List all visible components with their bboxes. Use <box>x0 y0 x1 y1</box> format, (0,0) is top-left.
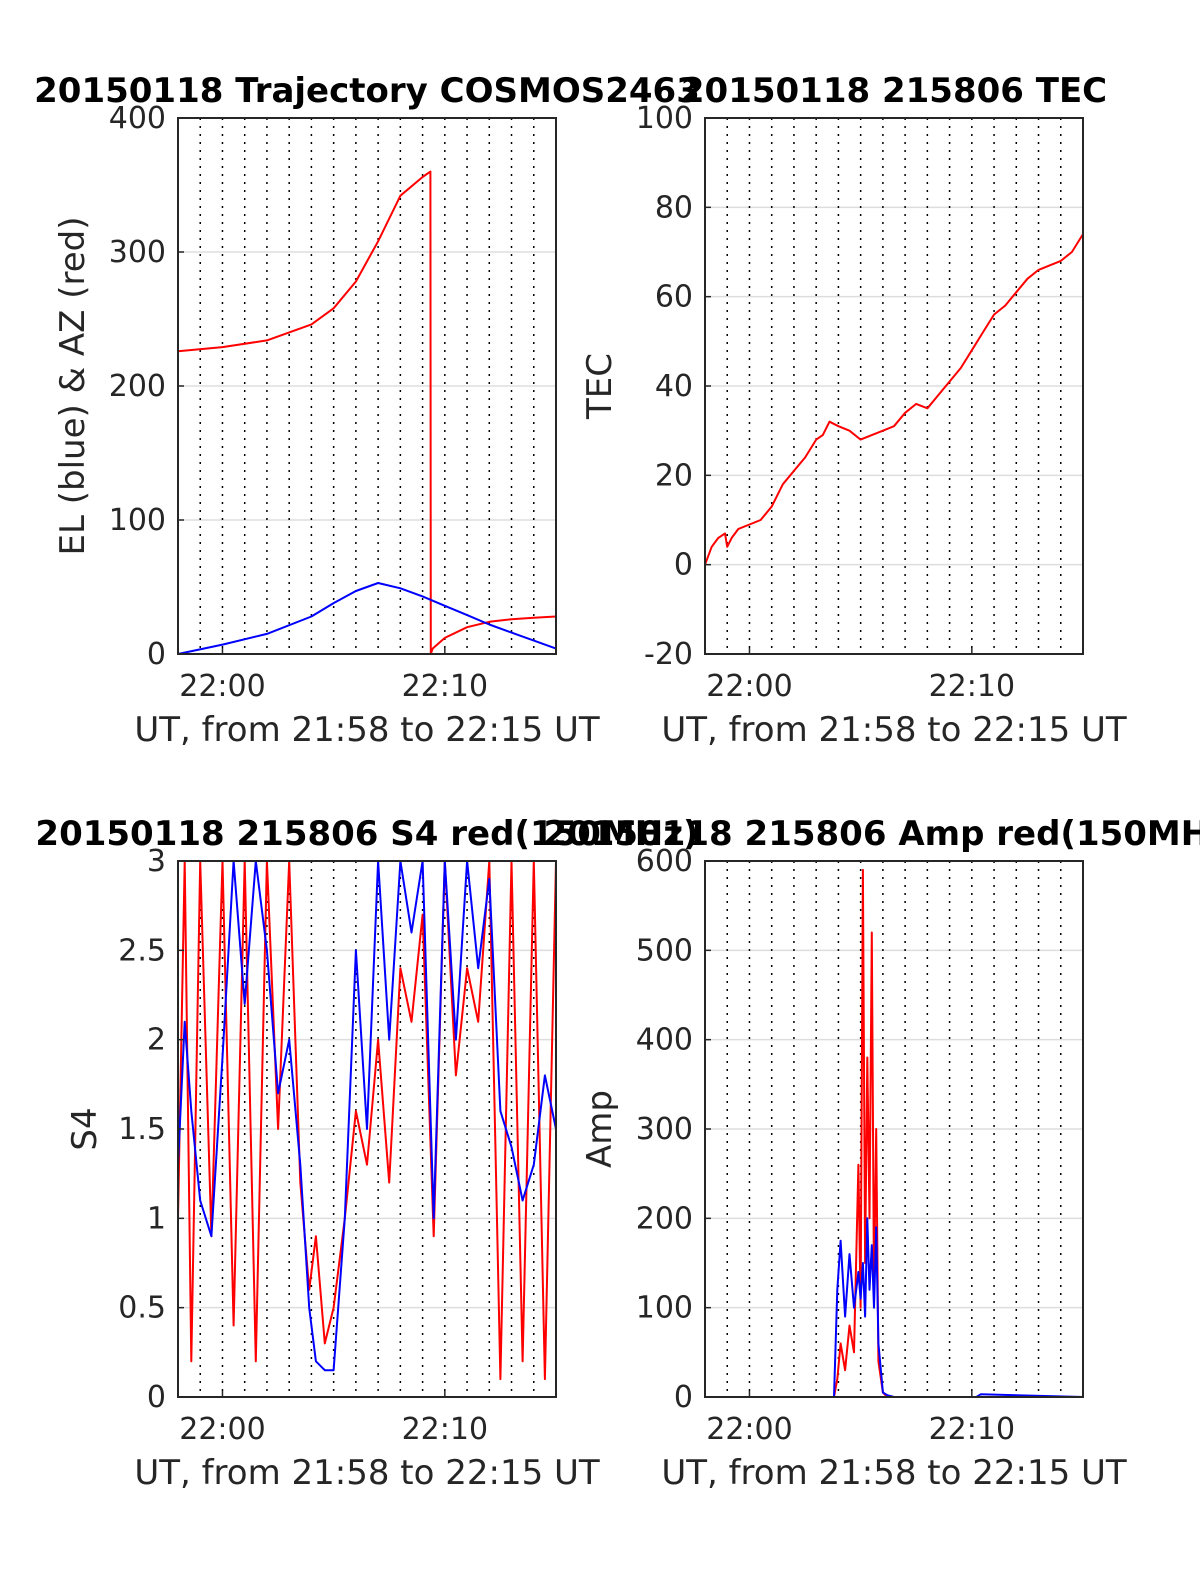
grid <box>705 860 1083 1398</box>
y-tick-label: 40 <box>655 369 693 404</box>
x-tick-label: 22:10 <box>402 669 488 704</box>
y-tick-label: 1.5 <box>118 1112 166 1147</box>
x-tick-label: 22:10 <box>929 669 1015 704</box>
panel-amp: 0 100 200 300 400 500 600 22:00 22:10 20150118 2… <box>543 814 1200 1493</box>
red-series-line <box>177 170 557 655</box>
ticks: 0 100 200 300 400 22:00 22:10 <box>109 101 488 704</box>
y-tick-label: 500 <box>636 933 693 968</box>
y-tick-label: -20 <box>644 637 693 672</box>
y-tick-label: 80 <box>655 190 693 225</box>
x-axis-label: UT, from 21:58 to 22:15 UT <box>661 710 1127 750</box>
panel-tec: -20 0 20 40 60 80 100 22:00 22:10 20150118 21580… <box>580 71 1127 750</box>
x-axis-label: UT, from 21:58 to 22:15 UT <box>134 710 600 750</box>
y-tick-label: 400 <box>636 1023 693 1058</box>
y-tick-label: 100 <box>109 503 166 538</box>
grid <box>705 117 1083 655</box>
y-axis-label: Amp <box>580 1090 620 1168</box>
y-axis-label: TEC <box>580 353 620 420</box>
x-tick-label: 22:00 <box>179 669 265 704</box>
y-tick-label: 60 <box>655 280 693 315</box>
x-tick-label: 22:10 <box>402 1412 488 1447</box>
y-tick-label: 200 <box>636 1201 693 1236</box>
y-tick-label: 400 <box>109 101 166 136</box>
x-tick-label: 22:00 <box>706 669 792 704</box>
series-group <box>704 233 1084 566</box>
x-axis-label: UT, from 21:58 to 22:15 UT <box>661 1453 1127 1493</box>
y-axis-label: S4 <box>65 1107 105 1150</box>
y-tick-label: 0 <box>674 548 693 583</box>
series-group <box>705 868 1084 1398</box>
y-tick-label: 2.5 <box>118 933 166 968</box>
y-tick-label: 300 <box>109 235 166 270</box>
chart-title: 20150118 Trajectory COSMOS2463 <box>34 71 700 111</box>
x-axis-label: UT, from 21:58 to 22:15 UT <box>134 1453 600 1493</box>
chart-title: 20150118 215806 TEC <box>681 71 1107 111</box>
ticks: -20 0 20 40 60 80 100 22:00 22:10 <box>636 101 1015 704</box>
y-tick-label: 0 <box>147 1380 166 1415</box>
chart-title: 20150118 215806 S4 red(150MHz) <box>35 814 698 854</box>
y-tick-label: 1 <box>147 1201 166 1236</box>
blue-series-line <box>705 1217 1084 1398</box>
x-tick-label: 22:00 <box>706 1412 792 1447</box>
y-tick-label: 600 <box>636 844 693 879</box>
series-group <box>177 170 557 655</box>
y-tick-label: 100 <box>636 1291 693 1326</box>
y-tick-label: 3 <box>147 844 166 879</box>
ticks: 0 0.5 1 1.5 2 2.5 3 22:00 22:10 <box>118 844 488 1447</box>
red-series-line <box>704 233 1084 566</box>
y-tick-label: 200 <box>109 369 166 404</box>
y-tick-label: 100 <box>636 101 693 136</box>
blue-series-line <box>177 582 557 655</box>
chart-title: 20150118 215806 Amp red(150MHz) <box>543 814 1200 854</box>
y-tick-label: 20 <box>655 458 693 493</box>
x-tick-label: 22:10 <box>929 1412 1015 1447</box>
y-tick-label: 300 <box>636 1112 693 1147</box>
y-tick-label: 0.5 <box>118 1291 166 1326</box>
y-tick-label: 0 <box>147 637 166 672</box>
y-axis-label: EL (blue) & AZ (red) <box>53 216 93 555</box>
y-tick-label: 0 <box>674 1380 693 1415</box>
y-tick-label: 2 <box>147 1023 166 1058</box>
x-tick-label: 22:00 <box>179 1412 265 1447</box>
ticks: 0 100 200 300 400 500 600 22:00 22:10 <box>636 844 1015 1447</box>
panel-s4: 0 0.5 1 1.5 2 2.5 3 22:00 22:10 20150118 215806 … <box>35 814 698 1493</box>
